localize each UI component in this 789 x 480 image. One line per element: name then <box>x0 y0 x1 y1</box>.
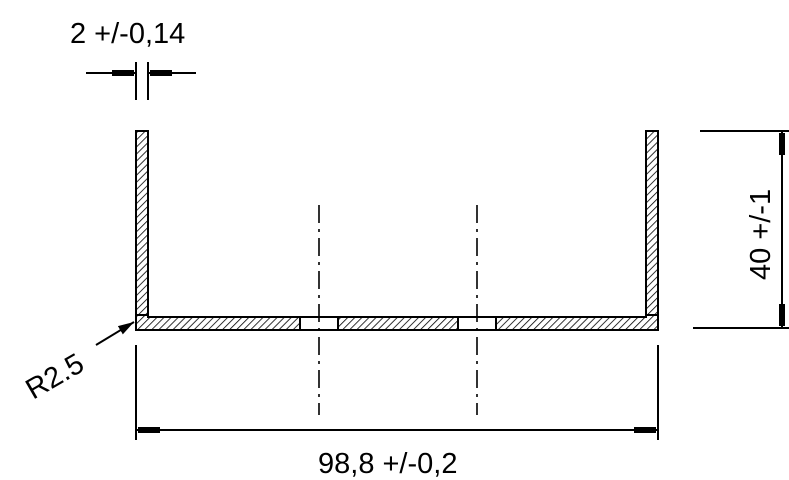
bottom-right-section <box>495 314 659 331</box>
right-wall-section <box>645 130 659 316</box>
height-dimension <box>693 130 789 329</box>
height-label: 40 +/-1 <box>745 189 777 280</box>
bottom-left-section <box>135 314 301 331</box>
left-wall-section <box>135 130 149 316</box>
width-label: 98,8 +/-0,2 <box>318 448 457 480</box>
thickness-dimension <box>86 62 196 100</box>
radius-label: R2.5 <box>21 348 90 406</box>
channel-profile <box>135 130 659 331</box>
thickness-label: 2 +/-0,14 <box>70 18 185 50</box>
radius-leader <box>95 321 135 346</box>
bottom-middle-section <box>337 316 459 331</box>
width-dimension <box>135 345 659 440</box>
centerlines <box>318 205 478 415</box>
